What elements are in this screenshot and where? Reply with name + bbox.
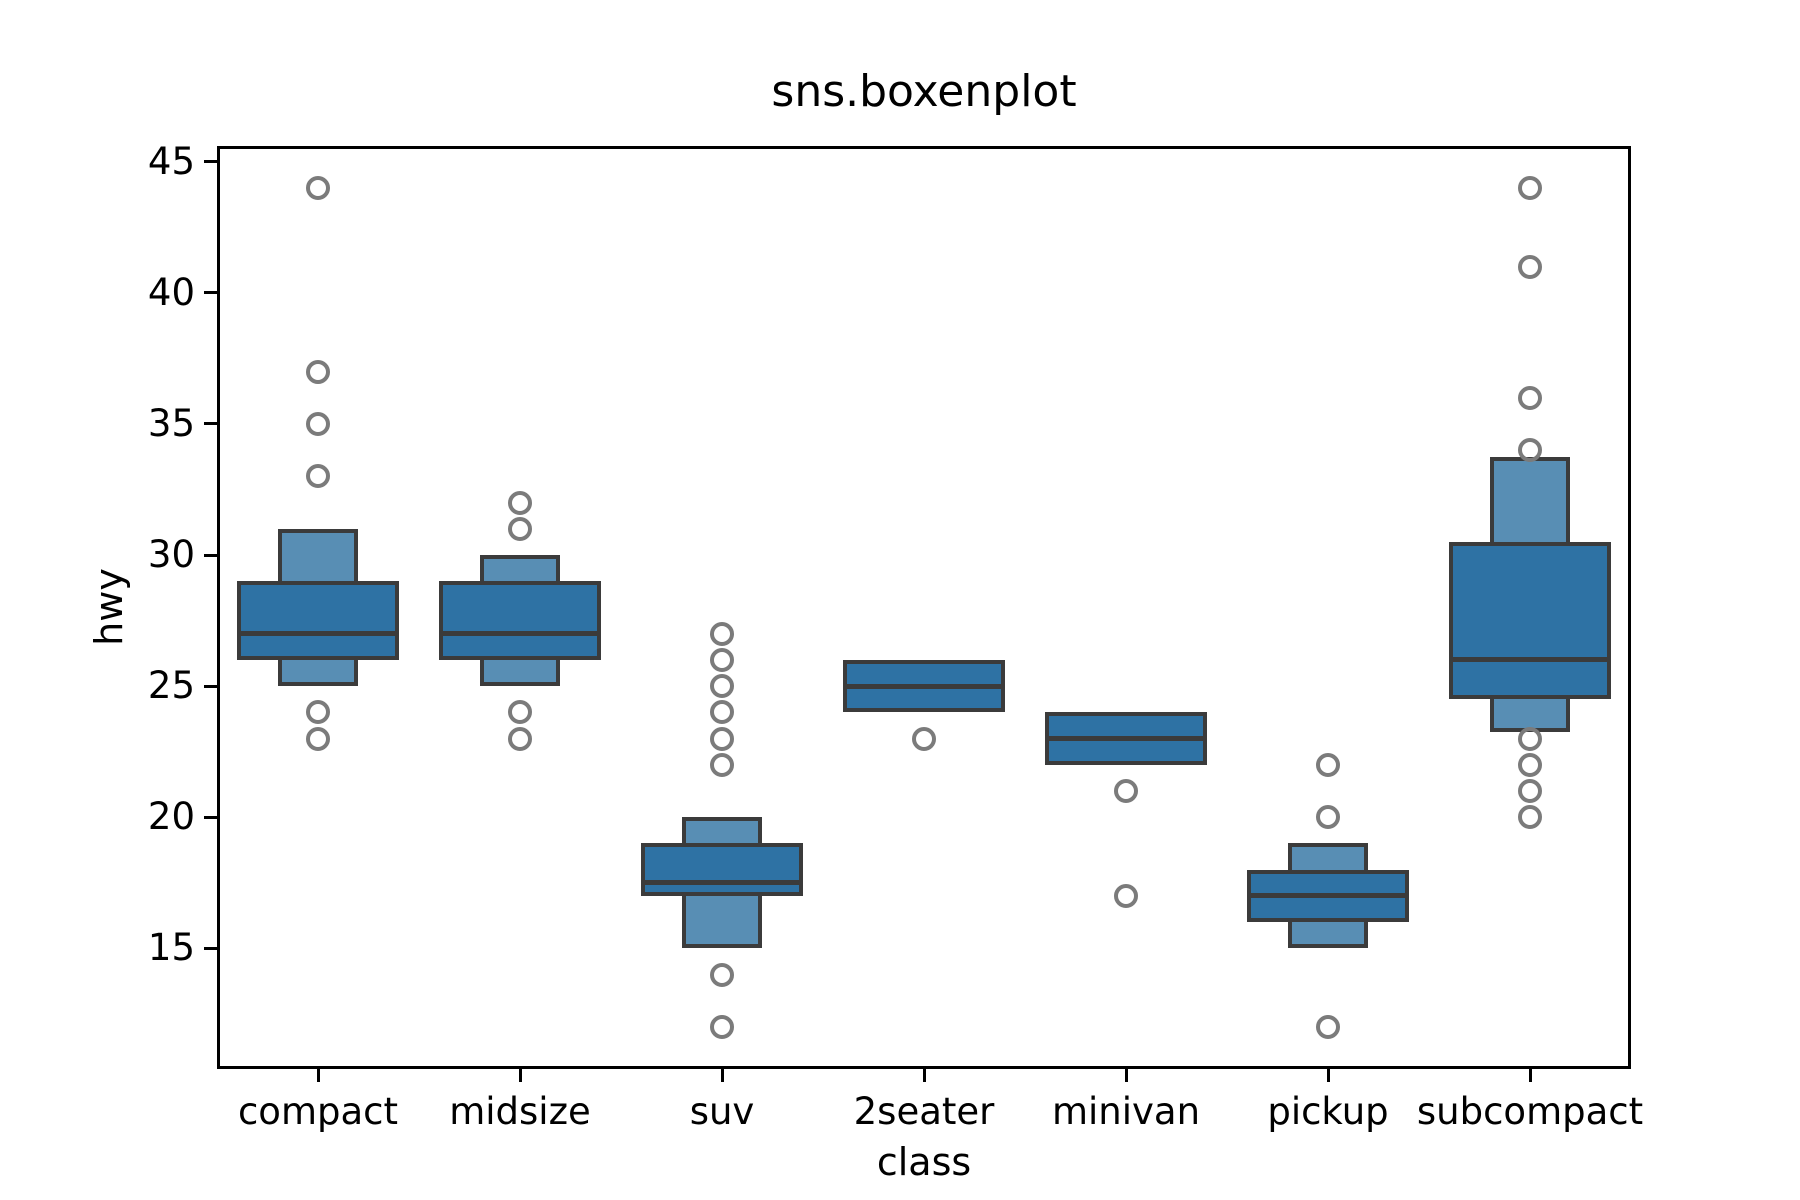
boxen-level-box — [439, 581, 601, 660]
x-tick-label: minivan — [1051, 1090, 1201, 1133]
outlier-circle — [710, 647, 734, 672]
outlier-circle — [508, 700, 532, 725]
outlier-circle — [1316, 1015, 1340, 1040]
y-tick-mark — [204, 553, 217, 557]
outlier-circle — [1518, 779, 1542, 804]
outlier-circle — [1114, 779, 1138, 804]
x-tick-label: midsize — [449, 1090, 591, 1133]
outlier-circle — [710, 752, 734, 777]
median-line — [439, 631, 601, 637]
plot-area — [217, 146, 1631, 1069]
outlier-circle — [710, 674, 734, 699]
x-axis-label: class — [876, 1140, 972, 1184]
outlier-circle — [1114, 883, 1138, 908]
outlier-circle — [306, 359, 330, 384]
outlier-circle — [306, 700, 330, 725]
y-tick-label: 35 — [147, 401, 195, 445]
x-tick-mark — [1528, 1069, 1532, 1082]
y-tick-mark — [204, 291, 217, 295]
median-line — [1045, 736, 1207, 742]
chart-title: sns.boxenplot — [771, 66, 1077, 117]
outlier-circle — [1518, 175, 1542, 200]
outlier-circle — [710, 621, 734, 646]
outlier-circle — [710, 726, 734, 751]
y-tick-mark — [204, 684, 217, 688]
median-line — [1247, 893, 1409, 899]
outlier-circle — [1518, 385, 1542, 410]
median-line — [641, 880, 803, 886]
boxen-level-box — [641, 843, 803, 896]
y-tick-mark — [204, 422, 217, 426]
outlier-circle — [710, 700, 734, 725]
y-tick-mark — [204, 160, 217, 164]
y-tick-mark — [204, 815, 217, 819]
y-tick-mark — [204, 946, 217, 950]
boxen-level-box — [1449, 541, 1611, 700]
y-tick-label: 30 — [147, 533, 195, 577]
outlier-circle — [306, 726, 330, 751]
x-tick-mark — [518, 1069, 522, 1082]
outlier-circle — [912, 726, 936, 751]
outlier-circle — [710, 1015, 734, 1040]
x-tick-label: subcompact — [1416, 1090, 1644, 1133]
median-line — [1449, 657, 1611, 663]
y-tick-label: 20 — [147, 795, 195, 839]
x-tick-mark — [1326, 1069, 1330, 1082]
x-tick-label: compact — [237, 1090, 399, 1133]
outlier-circle — [1316, 752, 1340, 777]
outlier-circle — [1518, 805, 1542, 830]
x-tick-mark — [720, 1069, 724, 1082]
median-line — [843, 683, 1005, 689]
outlier-circle — [710, 962, 734, 987]
outlier-circle — [306, 175, 330, 200]
outlier-circle — [508, 516, 532, 541]
x-tick-label: 2seater — [853, 1090, 995, 1133]
median-line — [237, 631, 399, 637]
outlier-circle — [1518, 726, 1542, 751]
outlier-circle — [1518, 438, 1542, 463]
y-axis-label: hwy — [87, 568, 131, 646]
y-tick-label: 45 — [147, 139, 195, 183]
outlier-circle — [1518, 254, 1542, 279]
outlier-circle — [508, 726, 532, 751]
boxen-level-box — [237, 581, 399, 660]
y-tick-label: 40 — [147, 270, 195, 314]
outlier-circle — [306, 464, 330, 489]
outlier-circle — [508, 490, 532, 515]
x-tick-mark — [316, 1069, 320, 1082]
outlier-circle — [1316, 805, 1340, 830]
x-tick-label: pickup — [1267, 1090, 1389, 1133]
outlier-circle — [1518, 752, 1542, 777]
y-tick-label: 25 — [147, 664, 195, 708]
y-tick-label: 15 — [147, 926, 195, 970]
outlier-circle — [306, 411, 330, 436]
x-tick-label: suv — [689, 1090, 755, 1133]
x-tick-mark — [1124, 1069, 1128, 1082]
x-tick-mark — [922, 1069, 926, 1082]
